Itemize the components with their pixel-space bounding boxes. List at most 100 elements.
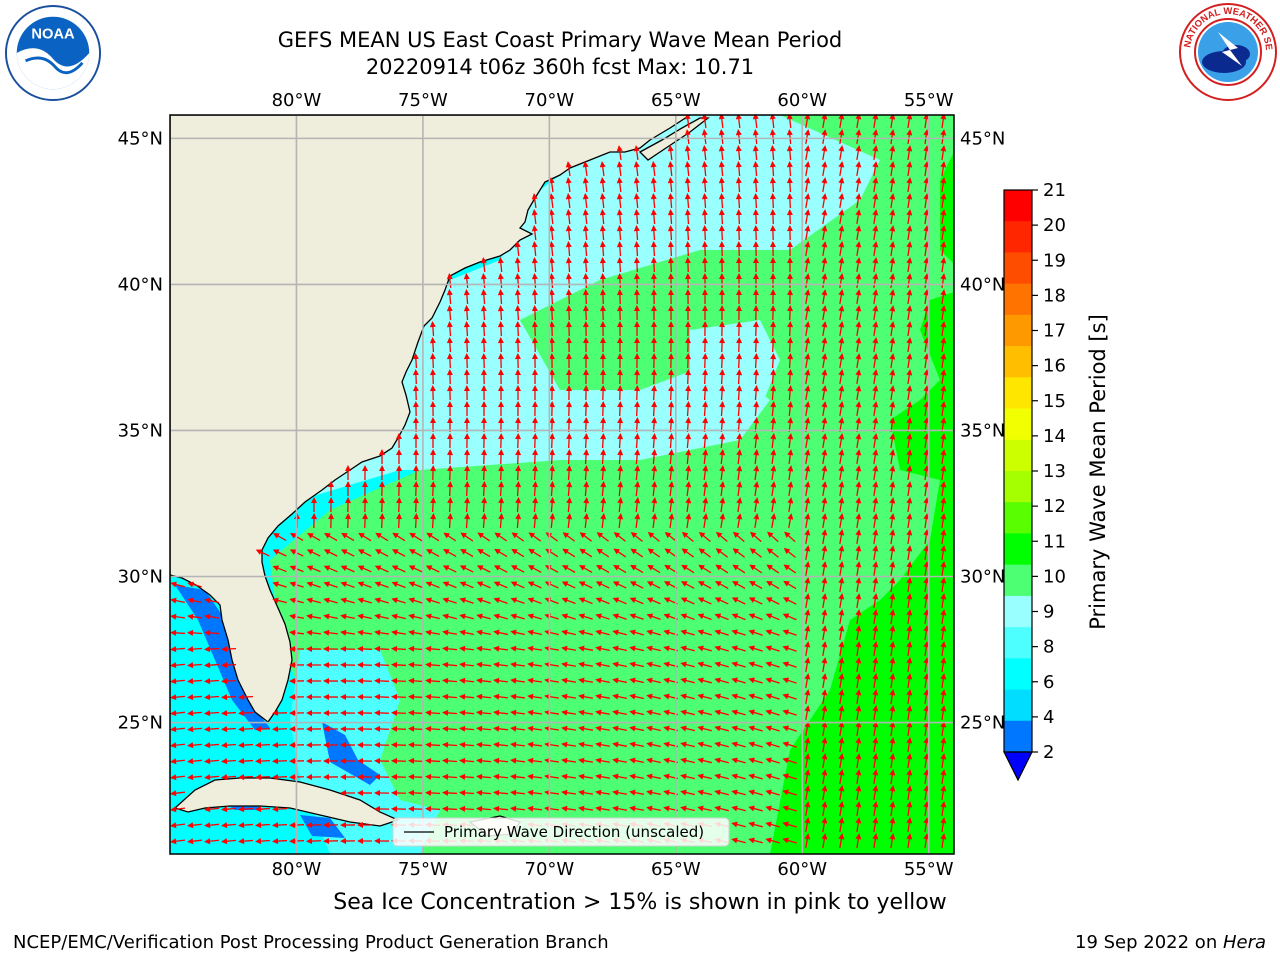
wave-arrow bbox=[855, 241, 862, 257]
wave-arrow bbox=[838, 737, 845, 753]
wave-arrow bbox=[753, 321, 760, 337]
wave-arrow bbox=[906, 193, 913, 209]
wave-arrow bbox=[221, 758, 237, 765]
wave-arrow bbox=[821, 305, 828, 321]
wave-arrow bbox=[374, 661, 390, 668]
wave-arrow bbox=[923, 497, 930, 513]
wave-arrow bbox=[187, 581, 202, 588]
footer-date-text: 19 Sep 2022 on bbox=[1075, 932, 1223, 953]
wave-arrow bbox=[238, 822, 254, 829]
wave-arrow bbox=[340, 549, 355, 557]
wave-arrow bbox=[872, 433, 879, 449]
wave-arrow bbox=[633, 321, 640, 337]
wave-arrow bbox=[391, 677, 407, 684]
wave-arrow bbox=[702, 337, 709, 353]
wave-arrow bbox=[684, 161, 691, 177]
wave-arrow bbox=[906, 689, 913, 705]
wave-arrow bbox=[872, 449, 879, 465]
colorbar-tick-label: 9 bbox=[1043, 602, 1054, 623]
wave-arrow bbox=[804, 145, 811, 161]
wave-arrow bbox=[889, 481, 896, 497]
wave-arrow bbox=[561, 677, 577, 684]
wave-arrow bbox=[872, 817, 879, 833]
wave-arrow bbox=[698, 564, 712, 574]
wave-arrow bbox=[514, 337, 521, 353]
wave-arrow bbox=[731, 789, 746, 796]
wave-arrow bbox=[599, 257, 606, 273]
lat-tick-label-right: 45°N bbox=[960, 128, 1005, 149]
colorbar-tick-label: 13 bbox=[1043, 461, 1066, 482]
wave-arrow bbox=[735, 241, 742, 257]
wave-arrow bbox=[782, 629, 797, 636]
wave-arrow bbox=[685, 385, 692, 401]
wave-arrow bbox=[595, 725, 611, 732]
wave-arrow bbox=[906, 625, 913, 641]
wave-arrow bbox=[582, 353, 589, 369]
wave-arrow bbox=[872, 385, 879, 401]
wave-arrow bbox=[752, 209, 759, 225]
wave-arrow bbox=[357, 565, 372, 573]
wave-arrow bbox=[187, 838, 203, 845]
wave-arrow bbox=[340, 741, 356, 748]
wave-arrow bbox=[923, 657, 930, 673]
wave-arrow bbox=[494, 548, 508, 558]
lon-tick-label-bottom: 70°W bbox=[525, 859, 575, 880]
wave-arrow bbox=[510, 581, 525, 589]
wave-arrow bbox=[566, 385, 573, 401]
colorbar-segment bbox=[1004, 190, 1032, 222]
wave-arrow bbox=[460, 548, 474, 558]
wave-arrow bbox=[613, 548, 627, 558]
wave-arrow bbox=[481, 513, 488, 529]
wave-arrow bbox=[238, 726, 254, 733]
wave-arrow bbox=[804, 625, 811, 641]
wave-arrow bbox=[532, 513, 539, 529]
wave-arrow bbox=[736, 305, 743, 321]
wave-arrow bbox=[510, 629, 525, 636]
wave-arrow bbox=[561, 613, 576, 620]
wave-arrow bbox=[646, 725, 661, 732]
wave-arrow bbox=[531, 225, 538, 241]
wave-arrow bbox=[889, 337, 896, 353]
wave-arrow bbox=[702, 433, 709, 449]
wave-arrow bbox=[702, 385, 709, 401]
wave-arrow bbox=[357, 645, 373, 652]
wave-arrow bbox=[633, 273, 640, 289]
wave-arrow bbox=[255, 742, 271, 749]
wave-arrow bbox=[425, 741, 441, 748]
wave-arrow bbox=[170, 822, 186, 829]
wave-arrow bbox=[595, 789, 611, 796]
wave-arrow bbox=[923, 369, 930, 385]
wave-arrow bbox=[477, 532, 491, 542]
wave-arrow bbox=[923, 545, 930, 561]
wave-arrow bbox=[668, 369, 675, 385]
wave-arrow bbox=[838, 657, 845, 673]
wave-arrow bbox=[855, 449, 862, 465]
wave-arrow bbox=[769, 241, 776, 257]
wave-arrow bbox=[306, 629, 322, 636]
wave-arrow bbox=[701, 177, 708, 193]
wave-arrow bbox=[804, 577, 811, 593]
wave-arrow bbox=[430, 465, 437, 481]
wave-arrow bbox=[425, 645, 441, 652]
wave-arrow bbox=[374, 709, 390, 716]
wave-arrow bbox=[532, 481, 539, 497]
wave-arrow bbox=[408, 677, 424, 684]
wave-arrow bbox=[476, 693, 492, 700]
wave-arrow bbox=[306, 774, 322, 781]
wave-arrow bbox=[629, 629, 644, 636]
wave-arrow bbox=[940, 833, 947, 849]
wave-arrow bbox=[855, 625, 862, 641]
wave-arrow bbox=[838, 193, 845, 209]
wave-arrow bbox=[786, 241, 793, 257]
wave-arrow bbox=[821, 817, 828, 833]
wave-arrow bbox=[510, 693, 526, 700]
wave-arrow bbox=[719, 369, 726, 385]
wave-arrow bbox=[804, 529, 811, 545]
wave-arrow bbox=[714, 613, 729, 621]
longitude-labels: 80°W80°W75°W75°W70°W70°W65°W65°W60°W60°W… bbox=[272, 90, 954, 880]
wave-arrow bbox=[561, 725, 577, 732]
wave-arrow bbox=[561, 581, 576, 589]
wave-arrow bbox=[463, 305, 470, 321]
wave-arrow bbox=[684, 289, 691, 305]
wave-arrow bbox=[480, 273, 487, 289]
